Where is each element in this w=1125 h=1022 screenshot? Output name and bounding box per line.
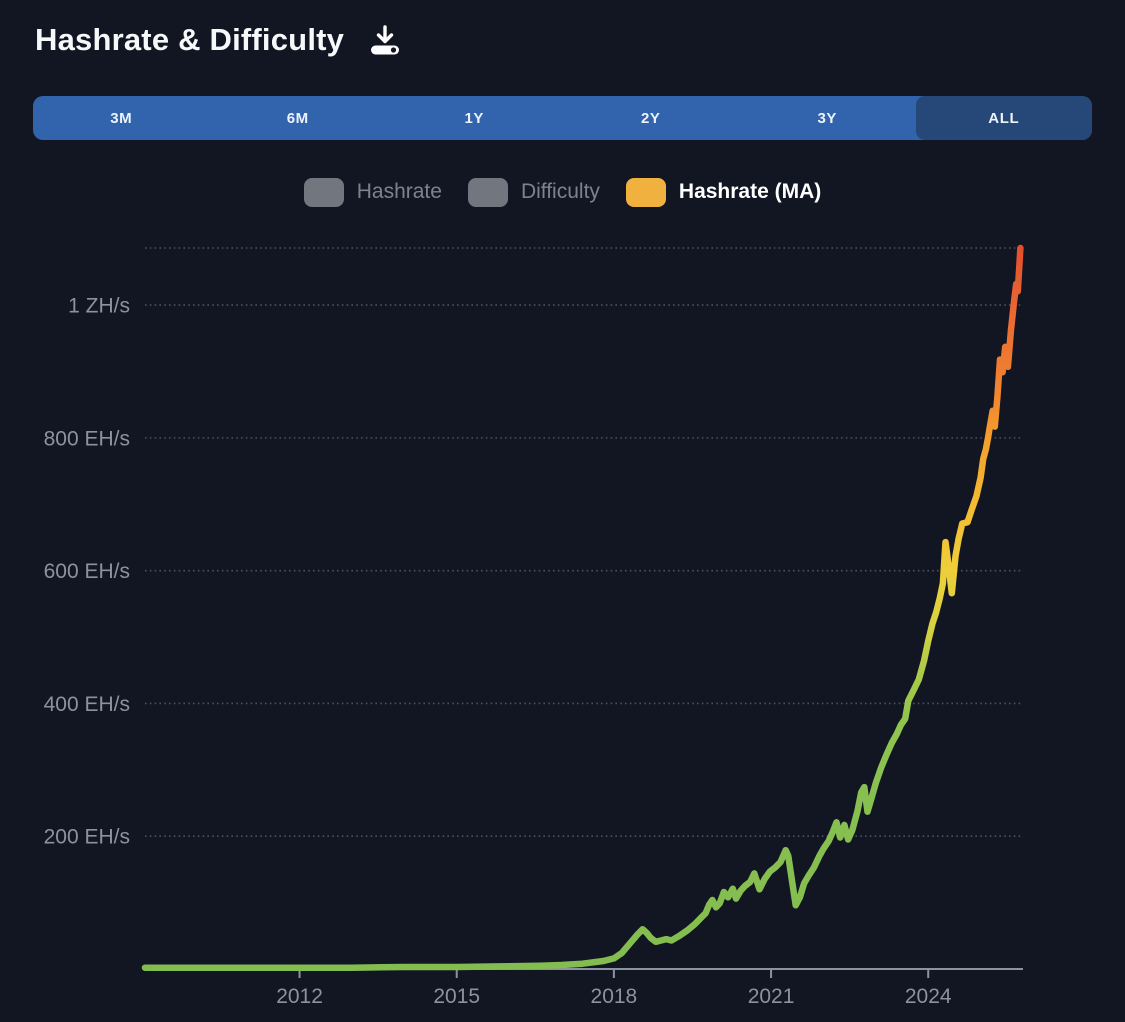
- download-icon[interactable]: [368, 23, 402, 57]
- x-tick-label: 2021: [748, 985, 795, 1008]
- range-button-3y[interactable]: 3Y: [817, 109, 838, 127]
- legend-label-difficulty: Difficulty: [520, 180, 600, 203]
- hashrate-ma-line: [141, 244, 1024, 971]
- y-tick-label: 600 EH/s: [44, 560, 130, 583]
- y-tick-label: 200 EH/s: [44, 826, 130, 849]
- x-tick-label: 2018: [591, 985, 638, 1008]
- legend-item-hashrate-ma[interactable]: Hashrate (MA): [625, 177, 822, 207]
- chart-header: Hashrate & Difficulty: [35, 22, 402, 58]
- chart-legend: Hashrate Difficulty Hashrate (MA): [0, 168, 1125, 216]
- legend-label-hashrate-ma: Hashrate (MA): [678, 180, 822, 203]
- legend-item-difficulty[interactable]: Difficulty: [467, 177, 600, 207]
- range-button-1y[interactable]: 1Y: [464, 109, 485, 127]
- range-button-3m[interactable]: 3M: [110, 109, 133, 127]
- legend-item-hashrate[interactable]: Hashrate: [303, 177, 442, 207]
- y-tick-label: 1 ZH/s: [68, 295, 130, 318]
- legend-swatch-hashrate-ma: [625, 177, 666, 207]
- y-tick-label: 800 EH/s: [44, 427, 130, 450]
- legend-swatch-hashrate: [303, 177, 344, 207]
- range-button-6m[interactable]: 6M: [286, 109, 309, 127]
- range-button-2y[interactable]: 2Y: [640, 109, 661, 127]
- legend-swatch-difficulty: [467, 177, 508, 207]
- x-tick-label: 2015: [433, 985, 480, 1008]
- x-tick-label: 2012: [276, 985, 323, 1008]
- range-button-all[interactable]: ALL: [915, 96, 1092, 140]
- range-selector: 3M 6M 1Y 2Y 3Y ALL: [33, 96, 1092, 140]
- page-title: Hashrate & Difficulty: [35, 22, 345, 57]
- legend-label-hashrate: Hashrate: [356, 180, 442, 203]
- x-tick-label: 2024: [905, 985, 952, 1008]
- y-tick-label: 400 EH/s: [44, 693, 130, 716]
